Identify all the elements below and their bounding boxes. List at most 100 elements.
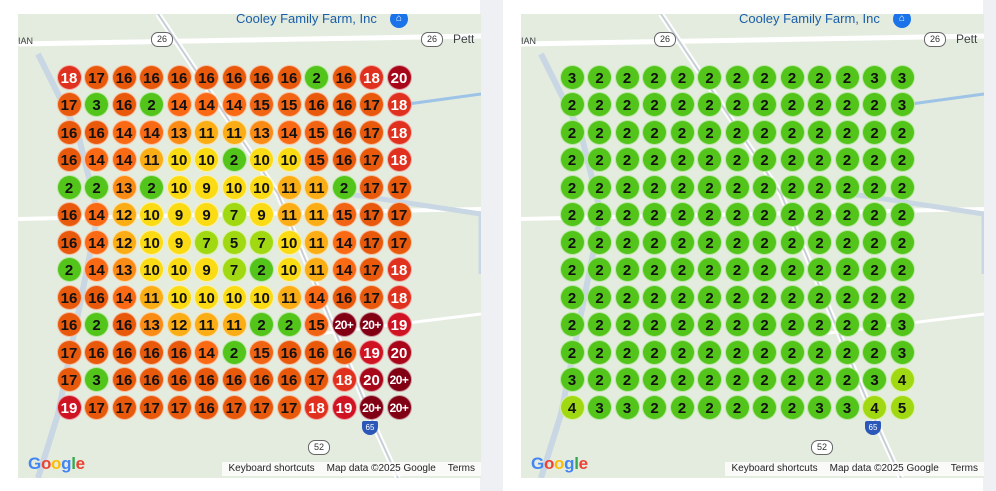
forecast-marker[interactable]: 16 [166, 367, 192, 392]
forecast-marker[interactable]: 2 [614, 64, 640, 90]
forecast-marker[interactable]: 2 [752, 147, 777, 172]
forecast-marker[interactable]: 2 [807, 257, 832, 282]
forecast-marker[interactable]: 18 [386, 284, 412, 310]
forecast-marker[interactable]: 2 [834, 284, 860, 310]
forecast-marker[interactable]: 2 [724, 147, 750, 172]
forecast-marker[interactable]: 2 [724, 174, 750, 200]
forecast-marker[interactable]: 12 [166, 312, 192, 337]
forecast-marker[interactable]: 12 [111, 202, 137, 227]
forecast-marker[interactable]: 2 [752, 202, 777, 227]
forecast-marker[interactable]: 17 [359, 147, 384, 172]
forecast-marker[interactable]: 2 [642, 257, 667, 282]
forecast-marker[interactable]: 15 [304, 312, 329, 337]
forecast-marker[interactable]: 18 [56, 64, 82, 90]
forecast-marker[interactable]: 13 [111, 257, 137, 282]
forecast-marker[interactable]: 11 [276, 284, 302, 310]
forecast-marker[interactable]: 20+ [359, 312, 384, 337]
forecast-marker[interactable]: 19 [331, 394, 357, 420]
forecast-marker[interactable]: 11 [139, 284, 164, 310]
forecast-marker[interactable]: 2 [779, 394, 805, 420]
forecast-marker[interactable]: 19 [386, 312, 412, 337]
forecast-marker[interactable]: 2 [834, 174, 860, 200]
forecast-marker[interactable]: 2 [834, 92, 860, 117]
forecast-marker[interactable]: 2 [779, 147, 805, 172]
forecast-marker[interactable]: 16 [304, 339, 329, 365]
forecast-marker[interactable]: 2 [614, 339, 640, 365]
forecast-marker[interactable]: 2 [807, 229, 832, 255]
forecast-marker[interactable]: 2 [642, 229, 667, 255]
forecast-marker[interactable]: 2 [642, 119, 667, 145]
forecast-marker[interactable]: 2 [614, 119, 640, 145]
forecast-marker[interactable]: 2 [559, 284, 585, 310]
forecast-marker[interactable]: 4 [862, 394, 887, 420]
forecast-marker[interactable]: 10 [249, 174, 274, 200]
forecast-marker[interactable]: 2 [779, 119, 805, 145]
forecast-marker[interactable]: 2 [559, 92, 585, 117]
map-left[interactable]: Cooley Family Farm, Inc ⌂ 26 26 Pett IAN… [18, 14, 481, 478]
forecast-marker[interactable]: 2 [642, 394, 667, 420]
forecast-marker[interactable]: 20 [386, 64, 412, 90]
forecast-marker[interactable]: 2 [697, 394, 722, 420]
forecast-marker[interactable]: 2 [559, 339, 585, 365]
forecast-marker[interactable]: 11 [221, 312, 247, 337]
forecast-marker[interactable]: 10 [166, 257, 192, 282]
forecast-marker[interactable]: 2 [249, 257, 274, 282]
forecast-marker[interactable]: 16 [139, 367, 164, 392]
forecast-marker[interactable]: 2 [642, 284, 667, 310]
forecast-marker[interactable]: 20+ [359, 394, 384, 420]
forecast-marker[interactable]: 2 [889, 147, 915, 172]
forecast-marker[interactable]: 16 [56, 284, 82, 310]
forecast-marker[interactable]: 16 [84, 119, 109, 145]
forecast-marker[interactable]: 2 [807, 202, 832, 227]
forecast-marker[interactable]: 2 [834, 147, 860, 172]
forecast-marker[interactable]: 19 [56, 394, 82, 420]
forecast-marker[interactable]: 2 [249, 312, 274, 337]
forecast-marker[interactable]: 2 [669, 174, 695, 200]
forecast-marker[interactable]: 16 [194, 367, 219, 392]
forecast-marker[interactable]: 16 [331, 64, 357, 90]
forecast-marker[interactable]: 14 [84, 147, 109, 172]
forecast-marker[interactable]: 17 [359, 284, 384, 310]
forecast-marker[interactable]: 2 [779, 202, 805, 227]
forecast-marker[interactable]: 2 [834, 202, 860, 227]
forecast-marker[interactable]: 2 [752, 339, 777, 365]
forecast-marker[interactable]: 7 [194, 229, 219, 255]
forecast-marker[interactable]: 17 [386, 202, 412, 227]
forecast-marker[interactable]: 2 [559, 202, 585, 227]
forecast-marker[interactable]: 2 [862, 202, 887, 227]
forecast-marker[interactable]: 2 [834, 229, 860, 255]
forecast-marker[interactable]: 2 [221, 339, 247, 365]
forecast-marker[interactable]: 4 [889, 367, 915, 392]
forecast-marker[interactable]: 16 [56, 119, 82, 145]
forecast-marker[interactable]: 3 [889, 92, 915, 117]
forecast-marker[interactable]: 2 [587, 312, 612, 337]
forecast-marker[interactable]: 3 [559, 367, 585, 392]
forecast-marker[interactable]: 2 [724, 64, 750, 90]
forecast-marker[interactable]: 2 [559, 174, 585, 200]
forecast-marker[interactable]: 2 [642, 174, 667, 200]
forecast-marker[interactable]: 2 [697, 257, 722, 282]
forecast-marker[interactable]: 17 [56, 92, 82, 117]
forecast-marker[interactable]: 2 [669, 257, 695, 282]
forecast-marker[interactable]: 2 [669, 147, 695, 172]
forecast-marker[interactable]: 16 [194, 64, 219, 90]
forecast-marker[interactable]: 2 [724, 284, 750, 310]
forecast-marker[interactable]: 2 [834, 312, 860, 337]
forecast-marker[interactable]: 2 [642, 339, 667, 365]
forecast-marker[interactable]: 2 [669, 312, 695, 337]
forecast-marker[interactable]: 3 [889, 312, 915, 337]
forecast-marker[interactable]: 2 [779, 257, 805, 282]
forecast-marker[interactable]: 16 [56, 312, 82, 337]
forecast-marker[interactable]: 2 [614, 367, 640, 392]
forecast-marker[interactable]: 2 [834, 339, 860, 365]
forecast-marker[interactable]: 2 [779, 367, 805, 392]
forecast-marker[interactable]: 2 [669, 367, 695, 392]
forecast-marker[interactable]: 17 [359, 174, 384, 200]
forecast-marker[interactable]: 2 [587, 92, 612, 117]
forecast-marker[interactable]: 2 [642, 147, 667, 172]
forecast-marker[interactable]: 2 [697, 64, 722, 90]
forecast-marker[interactable]: 2 [587, 202, 612, 227]
forecast-marker[interactable]: 17 [359, 92, 384, 117]
forecast-marker[interactable]: 20+ [386, 394, 412, 420]
forecast-marker[interactable]: 18 [331, 367, 357, 392]
